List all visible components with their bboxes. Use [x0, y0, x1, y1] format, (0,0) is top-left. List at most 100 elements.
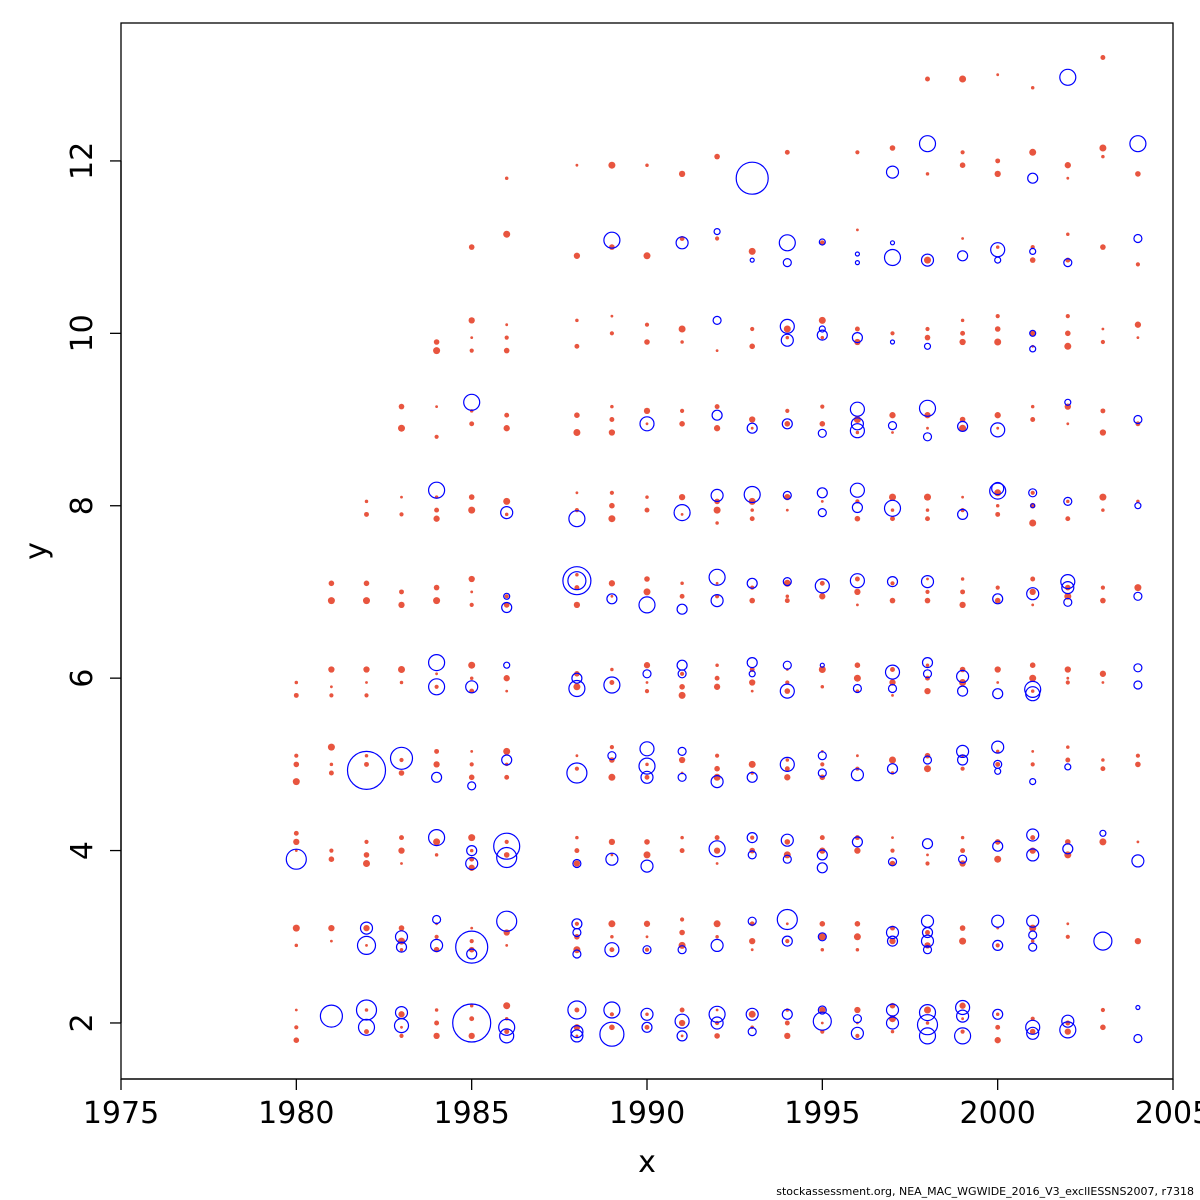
filled-point: [609, 947, 615, 953]
open-circle-point: [920, 574, 935, 589]
open-circle-point: [816, 487, 828, 499]
filled-point: [398, 666, 405, 673]
open-circle-point: [746, 771, 758, 783]
open-circle-point: [953, 1027, 972, 1045]
filled-point: [643, 662, 651, 669]
open-circle-point: [850, 768, 865, 782]
open-circle-point: [1131, 854, 1145, 868]
filled-point: [715, 1020, 720, 1026]
open-circle-point: [956, 754, 969, 766]
filled-point: [820, 685, 825, 689]
filled-point: [644, 339, 650, 345]
open-circle-point: [743, 485, 761, 504]
filled-point: [749, 597, 755, 604]
open-circle-point: [1062, 843, 1074, 855]
filled-point: [960, 318, 965, 323]
filled-point: [574, 585, 580, 591]
filled-point: [399, 757, 404, 763]
filled-point: [575, 754, 579, 758]
filled-point: [644, 839, 650, 845]
filled-point: [679, 421, 685, 427]
filled-point: [995, 245, 1000, 249]
open-circle-point: [463, 393, 481, 411]
open-circle-point: [887, 421, 898, 431]
open-circle-point: [640, 770, 654, 784]
filled-point: [575, 163, 579, 167]
open-circle-point: [1129, 135, 1147, 153]
filled-point: [1030, 576, 1036, 582]
open-circle-point: [638, 757, 656, 775]
x-tick-label: 1990: [609, 1096, 685, 1131]
open-circle-point: [746, 422, 758, 434]
open-circle-point: [816, 849, 828, 861]
filled-point: [995, 585, 1000, 590]
filled-point: [713, 506, 721, 514]
open-circle-point: [710, 938, 724, 953]
filled-point: [643, 851, 651, 859]
open-circle-point: [710, 488, 724, 502]
filled-point: [433, 597, 441, 605]
filled-point: [889, 145, 896, 151]
filled-point: [996, 426, 1000, 430]
filled-point: [1135, 753, 1140, 758]
filled-point: [854, 921, 861, 927]
filled-point: [573, 601, 581, 609]
open-circle-point: [990, 242, 1006, 258]
filled-point: [1064, 851, 1072, 859]
filled-point: [504, 839, 509, 845]
open-circle-point: [1063, 258, 1073, 268]
filled-point: [959, 937, 967, 945]
filled-point: [470, 336, 474, 339]
open-circle-point: [994, 256, 1002, 264]
filled-point: [1101, 758, 1105, 762]
filled-point: [748, 1010, 756, 1018]
filled-point: [855, 1033, 860, 1038]
filled-point: [960, 330, 966, 336]
filled-point: [504, 335, 509, 340]
filled-point: [890, 581, 895, 586]
open-circle-point: [849, 423, 866, 439]
filled-point: [678, 691, 686, 699]
filled-point: [1030, 1016, 1035, 1021]
filled-point: [610, 594, 614, 598]
open-circle-point: [676, 603, 688, 615]
filled-point: [854, 835, 860, 841]
filled-point: [364, 511, 369, 517]
open-circle-point: [1064, 763, 1072, 771]
filled-point: [644, 689, 650, 694]
open-circle-point: [431, 771, 443, 783]
open-circle-point: [955, 669, 970, 684]
filled-point: [960, 150, 965, 155]
open-circle-point: [746, 656, 758, 669]
filled-point: [1065, 1020, 1071, 1026]
filled-point: [820, 404, 825, 409]
open-circle-point: [745, 1007, 759, 1021]
filled-point: [784, 598, 790, 604]
open-circle-point: [603, 676, 621, 694]
filled-point: [1101, 508, 1105, 512]
filled-point: [995, 749, 1000, 754]
open-circle-point: [357, 1018, 376, 1036]
filled-series: [292, 55, 1142, 1044]
open-circle-point: [885, 1016, 900, 1030]
filled-point: [433, 761, 440, 768]
open-circle-point: [566, 762, 588, 784]
open-circle-point: [992, 593, 1004, 605]
filled-point: [890, 848, 895, 853]
filled-point: [609, 417, 615, 422]
filled-point: [504, 512, 509, 517]
filled-point: [994, 170, 1001, 178]
filled-point: [1136, 336, 1140, 339]
filled-point: [889, 860, 896, 867]
x-tick-label: 2005: [1135, 1096, 1200, 1131]
filled-point: [645, 762, 649, 767]
filled-point: [293, 830, 299, 836]
open-circle-point: [922, 432, 933, 442]
open-circle-point: [746, 577, 758, 589]
open-circle-point: [393, 1017, 410, 1034]
filled-point: [328, 770, 334, 776]
filled-point: [960, 589, 966, 595]
filled-point: [1136, 840, 1140, 844]
filled-point: [924, 493, 931, 501]
filled-point: [819, 580, 825, 586]
